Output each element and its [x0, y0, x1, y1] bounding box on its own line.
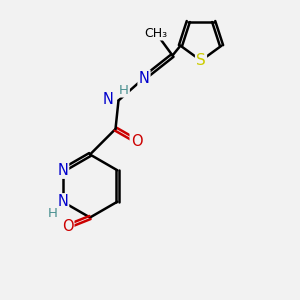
Text: N: N: [103, 92, 113, 106]
Text: N: N: [57, 163, 68, 178]
Text: S: S: [196, 53, 206, 68]
Text: O: O: [131, 134, 142, 148]
Text: H: H: [119, 83, 129, 97]
Text: N: N: [57, 194, 68, 209]
Text: O: O: [62, 219, 73, 234]
Text: H: H: [47, 207, 57, 220]
Text: CH₃: CH₃: [144, 26, 168, 40]
Text: N: N: [139, 70, 149, 86]
